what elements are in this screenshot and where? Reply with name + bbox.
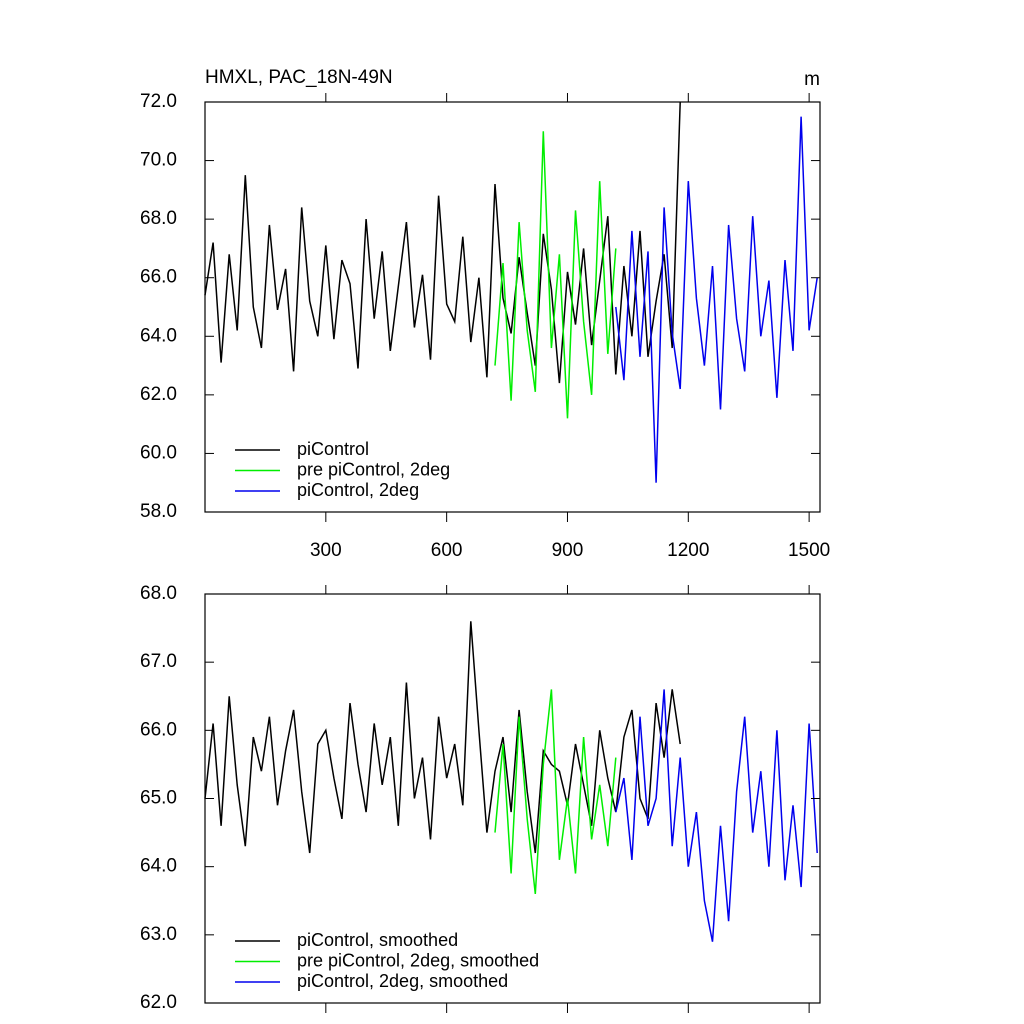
series-line <box>494 131 617 419</box>
y-tick-label: 62.0 <box>140 992 177 1013</box>
series-line <box>204 621 681 854</box>
units-label: m <box>804 69 820 90</box>
y-tick-label: 66.0 <box>140 267 177 288</box>
plot-frame <box>204 101 821 513</box>
x-tick-label: 1500 <box>788 540 830 561</box>
series-line <box>615 116 818 483</box>
x-tick-label: 1200 <box>667 540 709 561</box>
y-tick-label: 70.0 <box>140 150 177 171</box>
x-tick-label: 300 <box>310 540 342 561</box>
series-line <box>204 101 681 384</box>
legend-label: piControl, 2deg <box>297 480 419 500</box>
y-tick-label: 58.0 <box>140 501 177 522</box>
y-tick-label: 62.0 <box>140 384 177 405</box>
chart-title: HMXL, PAC_18N-49N <box>205 67 393 88</box>
y-tick-label: 60.0 <box>140 442 177 463</box>
legend-label: piControl <box>297 439 369 459</box>
y-tick-label: 68.0 <box>140 208 177 229</box>
legend-label: pre piControl, 2deg <box>297 459 450 479</box>
legend-label: piControl, smoothed <box>297 930 458 950</box>
x-tick-label: 600 <box>431 540 463 561</box>
legend-label: piControl, 2deg, smoothed <box>297 971 508 991</box>
x-tick-label: 900 <box>552 540 584 561</box>
series-line <box>615 689 818 942</box>
y-tick-label: 68.0 <box>140 583 177 604</box>
y-tick-label: 72.0 <box>140 91 177 112</box>
y-tick-label: 64.0 <box>140 325 177 346</box>
y-tick-label: 65.0 <box>140 788 177 809</box>
y-tick-label: 67.0 <box>140 651 177 672</box>
y-tick-label: 63.0 <box>140 924 177 945</box>
series-line <box>494 689 617 894</box>
y-tick-label: 66.0 <box>140 719 177 740</box>
y-tick-label: 64.0 <box>140 856 177 877</box>
legend-label: pre piControl, 2deg, smoothed <box>297 950 539 970</box>
